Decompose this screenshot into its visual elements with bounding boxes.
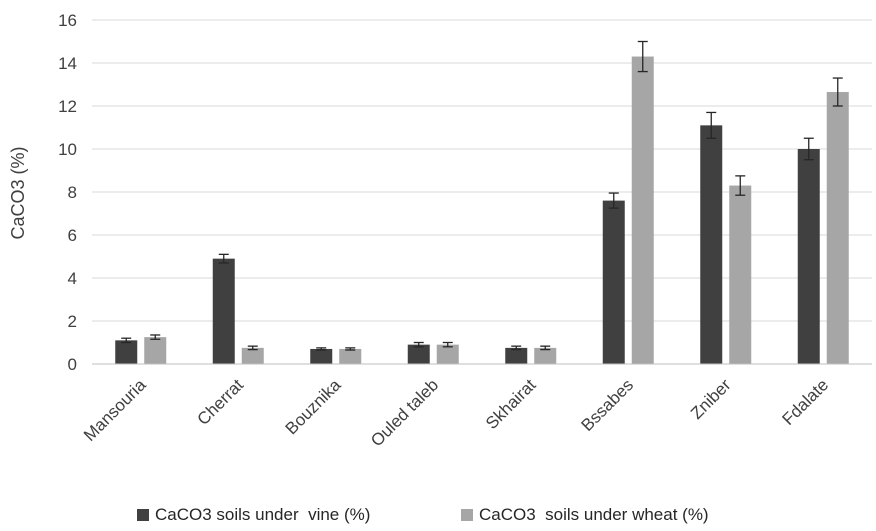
bar-wheat [729,185,752,364]
y-tick-label: 16 [58,11,77,30]
legend-swatch-wheat [461,509,473,521]
y-tick-label: 10 [58,140,77,159]
x-tick-label: Bssabes [578,375,638,435]
bar-wheat [144,337,167,364]
y-tick-label: 0 [68,355,77,374]
y-tick-label: 8 [68,183,77,202]
x-tick-label: Zniber [687,375,735,423]
bar-vine [212,258,235,364]
x-tick-label: Cherrat [194,375,248,429]
x-tick-label: Skhairat [482,375,540,433]
bars [115,40,849,365]
legend-label-vine: CaCO3 soils under vine (%) [155,505,370,524]
legend: CaCO3 soils under vine (%) CaCO3 soils u… [137,505,709,524]
y-tick-label: 4 [68,269,77,288]
x-axis-ticks: Mansouria Cherrat Bouznika Ouled taleb Skhai… [80,375,832,450]
bar-vine [700,125,723,364]
x-tick-label: Bouznika [282,375,345,438]
y-axis-ticks: 0 2 4 6 8 10 12 14 16 [58,11,77,374]
x-tick-label: Mansouria [80,375,150,445]
y-tick-label: 12 [58,97,77,116]
bar-wheat [534,347,557,364]
bar-wheat [436,344,459,364]
x-tick-label: Fdalate [779,375,833,429]
bar-wheat [826,92,849,365]
gridlines [92,19,872,322]
bar-wheat [339,348,362,364]
y-tick-label: 2 [68,312,77,331]
bar-wheat [631,56,654,365]
legend-label-wheat: CaCO3 soils under wheat (%) [479,505,709,524]
bar-vine [797,149,820,364]
bar-vine [407,344,430,364]
y-tick-label: 6 [68,226,77,245]
bar-wheat [241,347,264,364]
legend-swatch-vine [137,509,149,521]
y-tick-label: 14 [58,54,77,73]
x-tick-label: Ouled taleb [367,375,442,450]
bar-vine [505,347,528,364]
y-axis-label: CaCO3 (%) [8,146,28,239]
bar-vine [310,348,333,364]
bar-vine [602,200,625,364]
bar-vine [115,340,138,364]
